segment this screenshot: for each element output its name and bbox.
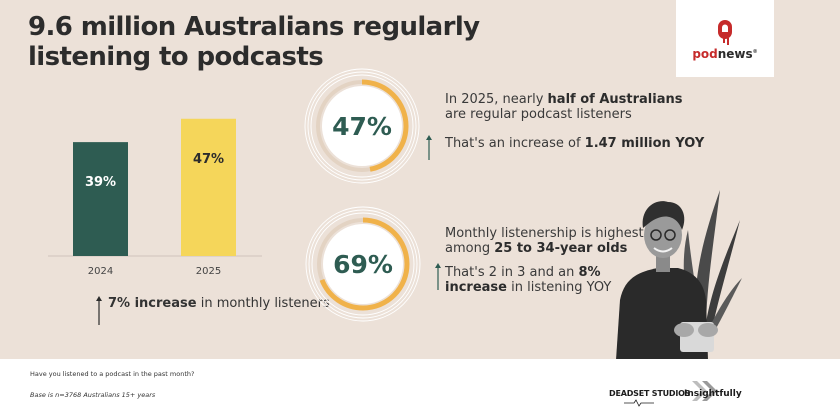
bar-value-label: 47% bbox=[193, 152, 224, 167]
bar-2024 bbox=[73, 142, 128, 256]
ring-value: 69% bbox=[333, 250, 393, 279]
page-title: 9.6 million Australians regularly listen… bbox=[28, 12, 480, 72]
chevrons-icon bbox=[692, 381, 717, 401]
insightfully-logo: Insightfully bbox=[684, 389, 742, 399]
stat-ring-47: 47% bbox=[304, 68, 420, 184]
progress-arc bbox=[316, 217, 410, 311]
footer: Have you listened to a podcast in the pa… bbox=[0, 359, 840, 420]
deadset-studios-logo: DEADSET STUDIOS bbox=[609, 389, 691, 398]
stat-ring-69: 69% bbox=[305, 206, 421, 322]
decorative-ring-1 bbox=[307, 71, 417, 181]
survey-question: Have you listened to a podcast in the pa… bbox=[30, 370, 195, 378]
decorative-ring-0 bbox=[305, 206, 421, 322]
podnews-wordmark: podnews® bbox=[692, 47, 758, 61]
ring-inner bbox=[323, 224, 403, 304]
person-with-plant-photo bbox=[616, 190, 742, 360]
monthly-increase-note: 7% increase in monthly listeners bbox=[108, 296, 330, 311]
progress-arc bbox=[315, 79, 409, 173]
stat2-text: Monthly listenership is highest among 25… bbox=[445, 226, 644, 295]
up-arrow-icon bbox=[426, 135, 432, 160]
heartbeat-icon bbox=[624, 399, 654, 407]
up-arrow-icon bbox=[435, 263, 441, 290]
decorative-ring-0 bbox=[304, 68, 420, 184]
bar-value-label: 39% bbox=[85, 175, 116, 190]
microphone-icon bbox=[718, 20, 732, 45]
base-note: Base is n=3768 Australians 15+ years bbox=[30, 391, 156, 399]
category-label: 2024 bbox=[88, 266, 113, 277]
ring-value: 47% bbox=[332, 112, 392, 141]
bar-2025 bbox=[181, 118, 236, 256]
ring-inner bbox=[322, 86, 402, 166]
category-label: 2025 bbox=[196, 266, 221, 277]
decorative-ring-1 bbox=[308, 209, 418, 319]
decorative-ring-2 bbox=[310, 74, 414, 178]
decorative-ring-2 bbox=[311, 212, 415, 316]
up-arrow-icon bbox=[96, 296, 102, 325]
listener-bar-chart: 39% 2024 47% 2025 bbox=[48, 118, 262, 277]
stat1-text: In 2025, nearly half of Australians are … bbox=[445, 92, 705, 151]
podnews-logo[interactable]: podnews® bbox=[676, 0, 774, 77]
